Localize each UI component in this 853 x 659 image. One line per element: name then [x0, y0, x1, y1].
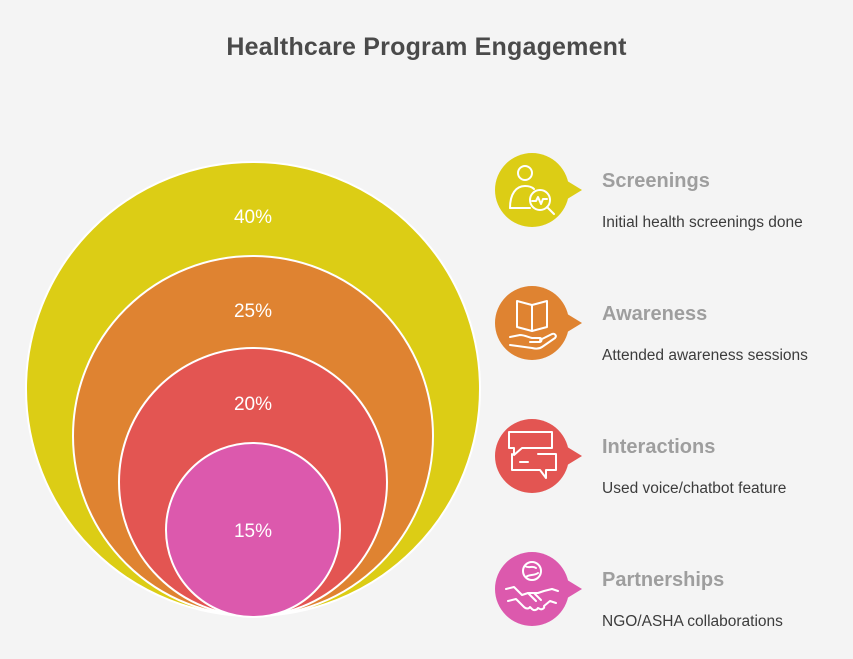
book-in-hand-icon [495, 286, 582, 360]
value-label-screenings: 40% [234, 207, 272, 228]
legend-item-interactions: Interactions Used voice/chatbot feature [494, 418, 844, 508]
legend-title-screenings: Screenings [602, 170, 710, 192]
legend-item-screenings: Screenings Initial health screenings don… [494, 152, 844, 242]
legend-title-interactions: Interactions [602, 436, 716, 458]
legend-desc-screenings: Initial health screenings done [602, 214, 803, 231]
legend-item-partnerships: Partnerships NGO/ASHA collaborations [494, 551, 844, 641]
health-check-icon [495, 153, 582, 227]
legend-desc-partnerships: NGO/ASHA collaborations [602, 613, 783, 630]
value-label-awareness: 25% [234, 301, 272, 322]
page-title: Healthcare Program Engagement [226, 33, 627, 61]
value-label-partnerships: 15% [234, 521, 272, 542]
circle-partnerships [165, 442, 341, 618]
legend-desc-interactions: Used voice/chatbot feature [602, 480, 787, 497]
legend-desc-awareness: Attended awareness sessions [602, 347, 808, 364]
legend-title-awareness: Awareness [602, 303, 708, 325]
legend-item-awareness: Awareness Attended awareness sessions [494, 285, 844, 375]
value-label-interactions: 20% [234, 394, 272, 415]
handshake-icon [495, 552, 582, 626]
legend-title-partnerships: Partnerships [602, 569, 725, 591]
chat-bubbles-icon [495, 419, 582, 493]
